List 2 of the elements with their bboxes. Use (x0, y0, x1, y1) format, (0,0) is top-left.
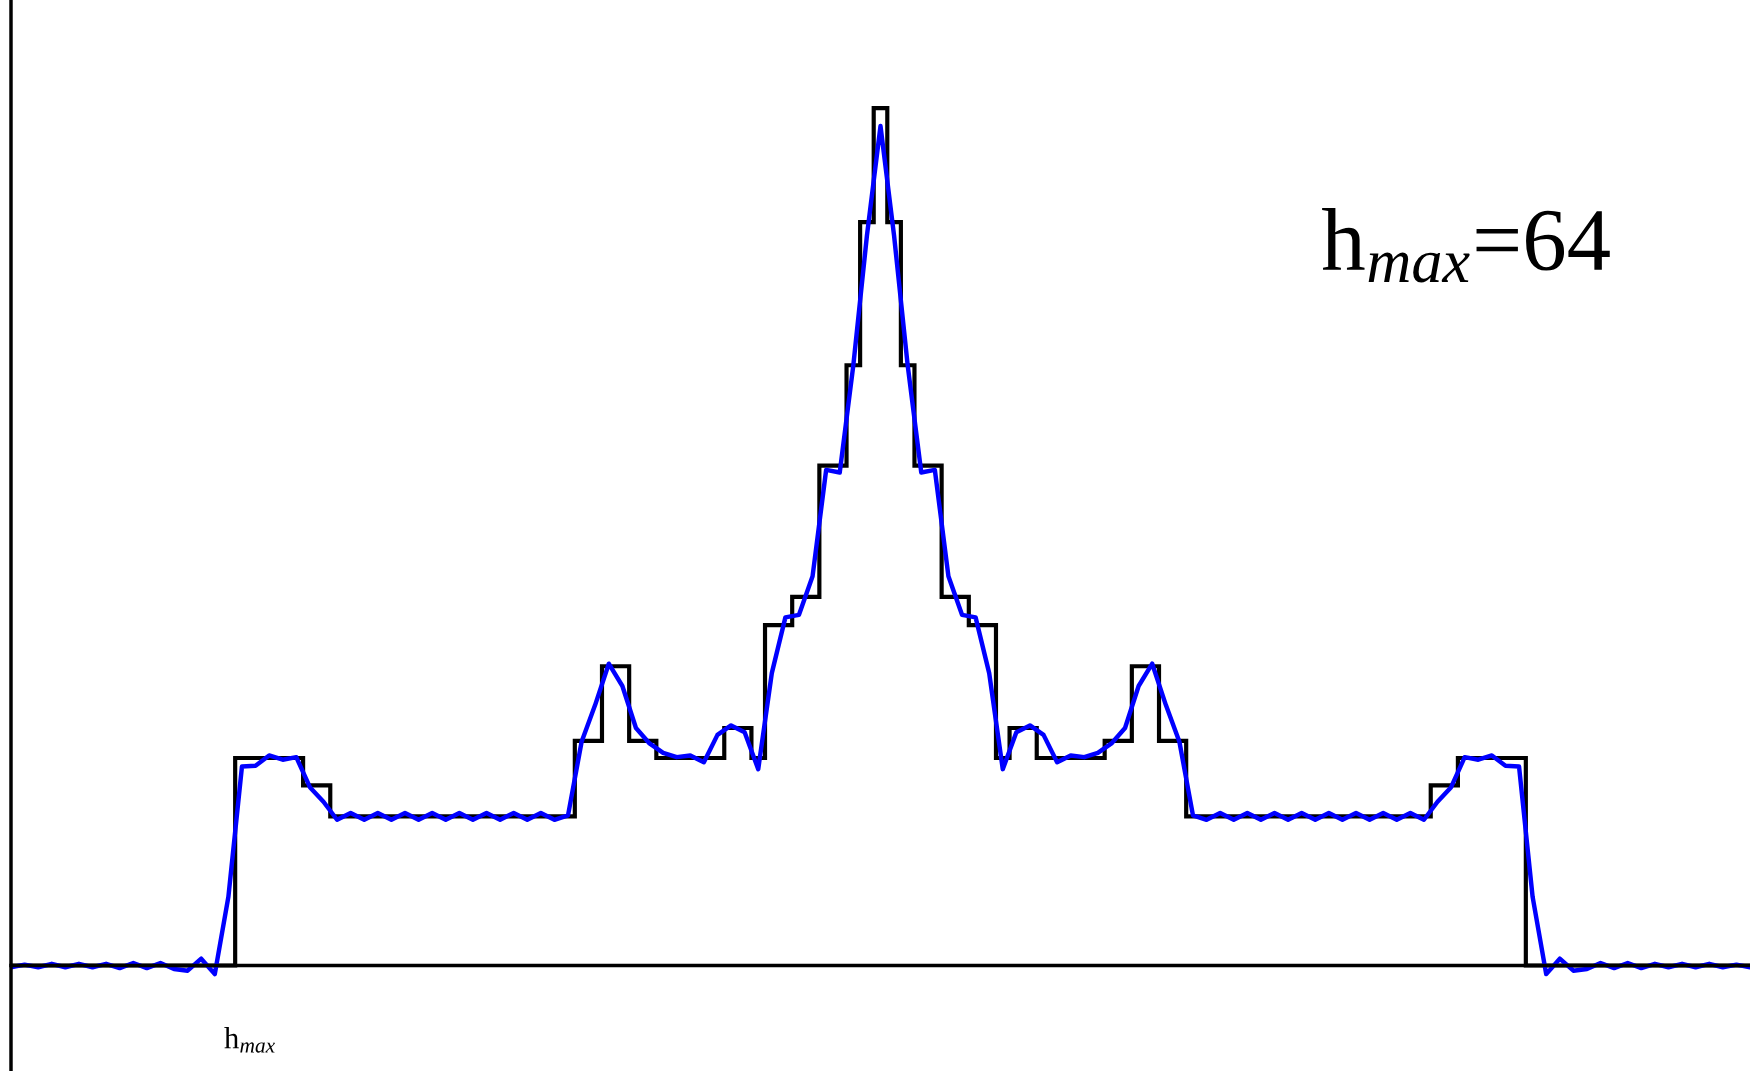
text: h$_{max}$ (224, 1027, 275, 1053)
annotation: h$_{max}$=64 (1322, 208, 1610, 283)
